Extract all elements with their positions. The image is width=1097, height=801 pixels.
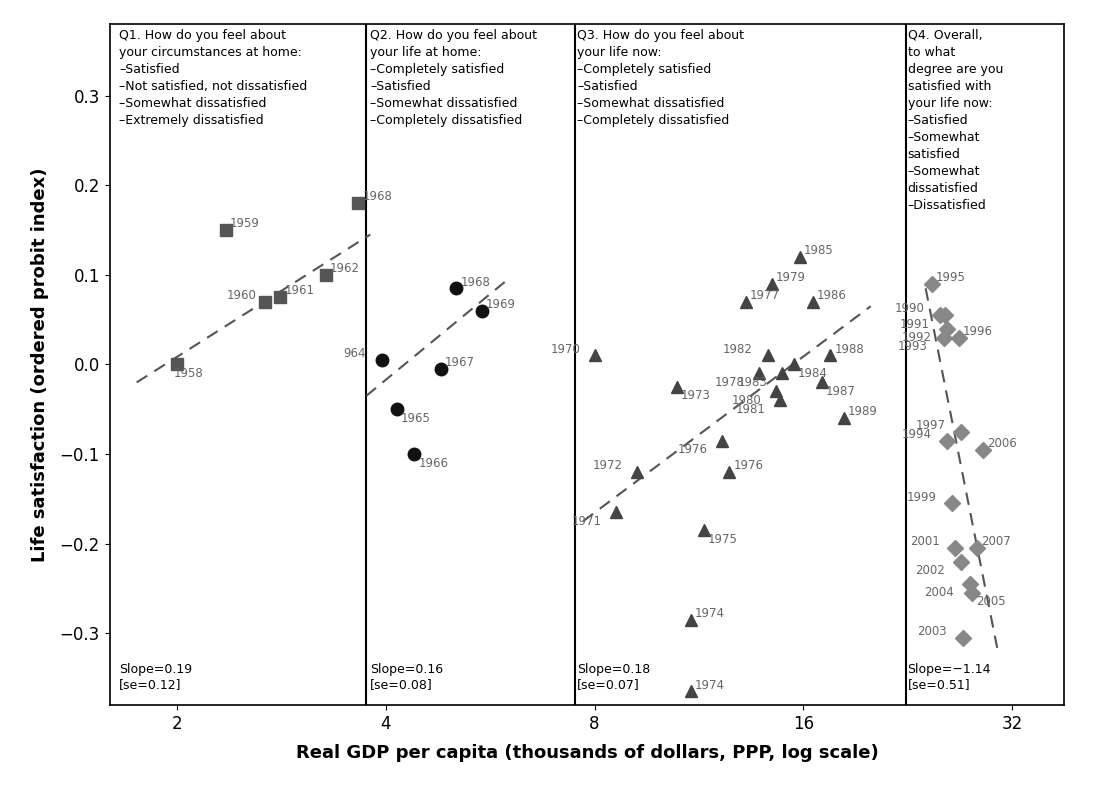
Text: 1988: 1988 [835, 343, 864, 356]
Text: 1960: 1960 [226, 289, 256, 302]
Text: 1968: 1968 [460, 276, 490, 288]
Text: 1967: 1967 [445, 356, 475, 369]
Text: 2005: 2005 [976, 595, 1006, 609]
Text: Slope=−1.14
[se=0.51]: Slope=−1.14 [se=0.51] [907, 663, 991, 691]
Text: 1982: 1982 [723, 343, 753, 356]
Text: 1978: 1978 [714, 376, 745, 389]
Text: 2006: 2006 [987, 437, 1017, 450]
Text: 1969: 1969 [486, 298, 516, 311]
Text: 1961: 1961 [284, 284, 315, 297]
Text: 1958: 1958 [174, 367, 204, 380]
Text: Slope=0.16
[se=0.08]: Slope=0.16 [se=0.08] [371, 663, 443, 691]
Text: Q3. How do you feel about
your life now:
–Completely satisfied
–Satisfied
–Somew: Q3. How do you feel about your life now:… [577, 29, 744, 127]
Text: 1989: 1989 [848, 405, 878, 418]
Text: 1968: 1968 [362, 191, 393, 203]
Text: Slope=0.19
[se=0.12]: Slope=0.19 [se=0.12] [118, 663, 192, 691]
Text: 1983: 1983 [737, 376, 767, 389]
Text: 1999: 1999 [906, 490, 936, 504]
Text: 1980: 1980 [732, 394, 761, 407]
Text: 1962: 1962 [330, 262, 360, 275]
Text: 1971: 1971 [572, 515, 602, 528]
Text: 1966: 1966 [419, 457, 449, 469]
Text: 1991: 1991 [900, 318, 929, 331]
Y-axis label: Life satisfaction (ordered probit index): Life satisfaction (ordered probit index) [31, 167, 48, 562]
Text: 1976: 1976 [677, 443, 708, 456]
Text: 1987: 1987 [826, 384, 856, 398]
Text: 1979: 1979 [776, 271, 806, 284]
Text: 1994: 1994 [902, 428, 931, 441]
Text: 1974: 1974 [694, 607, 725, 620]
Text: 1986: 1986 [817, 289, 847, 302]
Text: 1997: 1997 [915, 419, 946, 432]
Text: 1974: 1974 [694, 678, 725, 692]
Text: 1972: 1972 [592, 459, 622, 472]
Text: 1996: 1996 [963, 324, 993, 338]
Text: 1970: 1970 [551, 343, 580, 356]
Text: 1981: 1981 [735, 403, 766, 416]
Text: Q4. Overall,
to what
degree are you
satisfied with
your life now:
–Satisfied
–So: Q4. Overall, to what degree are you sati… [907, 29, 1003, 211]
Text: 1995: 1995 [936, 271, 965, 284]
Text: 1992: 1992 [902, 331, 931, 344]
Text: 1965: 1965 [402, 412, 431, 425]
Text: 1984: 1984 [799, 367, 828, 380]
Text: 2002: 2002 [915, 564, 945, 577]
Text: Slope=0.18
[se=0.07]: Slope=0.18 [se=0.07] [577, 663, 651, 691]
Text: 2001: 2001 [909, 535, 939, 549]
Text: 2004: 2004 [924, 586, 953, 599]
Text: 1993: 1993 [898, 340, 928, 353]
Text: 1985: 1985 [804, 244, 834, 257]
Text: 1976: 1976 [733, 459, 764, 472]
Text: 1990: 1990 [894, 303, 925, 316]
Text: 2007: 2007 [982, 535, 1011, 549]
Text: 2003: 2003 [917, 625, 947, 638]
X-axis label: Real GDP per capita (thousands of dollars, PPP, log scale): Real GDP per capita (thousands of dollar… [295, 743, 879, 762]
Text: 1973: 1973 [681, 389, 711, 402]
Text: 964: 964 [343, 347, 365, 360]
Text: 1977: 1977 [749, 289, 780, 302]
Text: Q1. How do you feel about
your circumstances at home:
–Satisfied
–Not satisfied,: Q1. How do you feel about your circumsta… [118, 29, 307, 127]
Text: 1959: 1959 [229, 217, 260, 231]
Text: 1975: 1975 [709, 533, 738, 545]
Text: Q2. How do you feel about
your life at home:
–Completely satisfied
–Satisfied
–S: Q2. How do you feel about your life at h… [371, 29, 538, 127]
